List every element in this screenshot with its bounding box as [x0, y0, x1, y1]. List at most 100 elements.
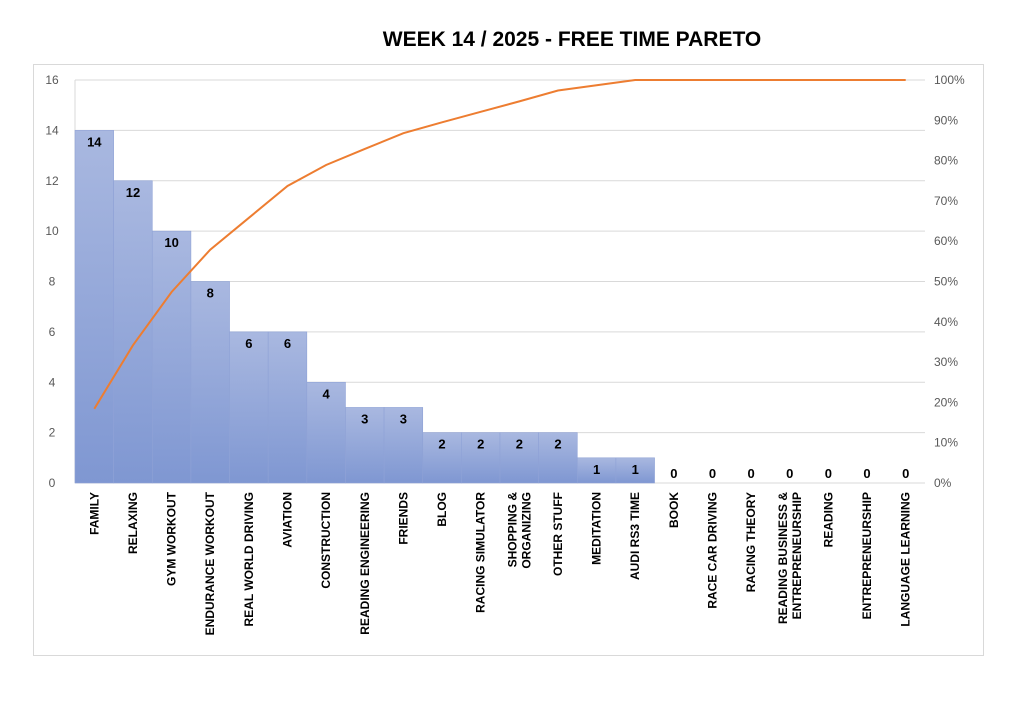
data-label: 2: [516, 437, 523, 452]
cumulative-percent-line: [93, 79, 906, 410]
category-label-line: RACING THEORY: [744, 492, 758, 592]
data-label: 3: [361, 411, 368, 426]
category-label-line: RELAXING: [126, 492, 140, 554]
data-label: 0: [748, 466, 755, 481]
y2-tick-label: 50%: [934, 275, 958, 289]
data-label: 0: [863, 466, 870, 481]
y-tick-label: 2: [49, 426, 56, 440]
data-label: 14: [87, 134, 102, 149]
y-tick-label: 8: [49, 275, 56, 289]
y2-tick-label: 100%: [934, 73, 965, 87]
data-label: 4: [323, 386, 331, 401]
bars: [74, 130, 655, 484]
bar: [74, 130, 114, 484]
category-label: LANGUAGE LEARNING: [899, 492, 913, 627]
category-label-line: OTHER STUFF: [551, 492, 565, 576]
bar: [383, 407, 424, 484]
category-label-line: BOOK: [667, 492, 681, 528]
y-tick-label: 16: [45, 73, 59, 87]
data-label: 0: [670, 466, 677, 481]
category-label-line: GYM WORKOUT: [165, 491, 179, 586]
y-tick-label: 10: [45, 224, 59, 238]
data-label: 6: [284, 336, 291, 351]
category-label: BLOG: [435, 492, 449, 527]
category-label-line: ENDURANCE WORKOUT: [203, 491, 217, 635]
y2-tick-label: 30%: [934, 355, 958, 369]
category-label: FRIENDS: [396, 492, 410, 545]
category-label-line: ENTREPRENEURSHIP: [860, 492, 874, 619]
category-label: READING BUSINESS & ENTREPRENEURSHIP: [776, 492, 804, 624]
y2-tick-label: 90%: [934, 113, 958, 127]
bar: [306, 381, 346, 484]
y-tick-label: 6: [49, 325, 56, 339]
category-label-line: FAMILY: [87, 492, 101, 535]
cumulative-line: [93, 79, 906, 410]
bar: [113, 180, 153, 484]
category-label: RACING SIMULATOR: [474, 492, 488, 613]
data-label: 2: [554, 437, 561, 452]
y2-tick-label: 10%: [934, 436, 958, 450]
category-label-line: MEDITATION: [590, 492, 604, 565]
category-label-line: ORGANIZING: [519, 492, 533, 569]
category-label: MEDITATION: [590, 492, 604, 565]
category-label-line: CONSTRUCTION: [319, 492, 333, 589]
category-label-line: FRIENDS: [396, 492, 410, 545]
category-label-line: READING: [821, 492, 835, 547]
category-label: FAMILY: [87, 492, 101, 535]
data-label: 6: [245, 336, 252, 351]
category-label-line: REAL WORLD DRIVING: [242, 492, 256, 626]
category-label: AUDI RS3 TIME: [628, 492, 642, 580]
category-label: READING ENGINEERING: [358, 492, 372, 635]
bar: [576, 457, 617, 484]
bar: [461, 432, 501, 484]
category-label-line: BLOG: [435, 492, 449, 527]
data-label: 0: [709, 466, 716, 481]
bar: [151, 230, 192, 484]
y2-tick-label: 80%: [934, 154, 958, 168]
category-label: RACE CAR DRIVING: [706, 492, 720, 609]
y-tick-label: 0: [49, 476, 56, 490]
bar: [615, 457, 655, 484]
category-label: READING: [821, 492, 835, 547]
data-label: 0: [902, 466, 909, 481]
data-label: 10: [164, 235, 178, 250]
category-label: ENDURANCE WORKOUT: [203, 491, 217, 635]
bar: [229, 331, 269, 484]
category-label-line: SHOPPING &: [505, 492, 519, 568]
data-label: 12: [126, 185, 140, 200]
data-label: 0: [786, 466, 793, 481]
category-label: AVIATION: [281, 492, 295, 548]
data-label: 2: [438, 437, 445, 452]
category-label: CONSTRUCTION: [319, 492, 333, 589]
y2-tick-label: 40%: [934, 315, 958, 329]
bar: [538, 432, 578, 484]
y-tick-label: 12: [45, 174, 59, 188]
category-label: REAL WORLD DRIVING: [242, 492, 256, 626]
category-label-line: LANGUAGE LEARNING: [899, 492, 913, 627]
category-label: OTHER STUFF: [551, 492, 565, 576]
y2-tick-label: 0%: [934, 476, 952, 490]
data-label: 3: [400, 411, 407, 426]
data-label: 2: [477, 437, 484, 452]
category-label: ENTREPRENEURSHIP: [860, 492, 874, 619]
category-label-line: READING ENGINEERING: [358, 492, 372, 635]
labels: 02468101214160%10%20%30%40%50%60%70%80%9…: [45, 73, 965, 635]
category-label: RELAXING: [126, 492, 140, 554]
y-tick-label: 14: [45, 123, 59, 137]
bar: [190, 281, 230, 484]
category-label-line: RACE CAR DRIVING: [706, 492, 720, 609]
category-label-line: RACING SIMULATOR: [474, 492, 488, 613]
category-label-line: READING BUSINESS &: [776, 492, 790, 624]
bar: [267, 331, 308, 484]
y2-tick-label: 20%: [934, 395, 958, 409]
chart-frame: [33, 64, 984, 656]
bar: [422, 432, 462, 484]
data-label: 0: [825, 466, 832, 481]
data-label: 1: [593, 462, 600, 477]
y2-tick-label: 60%: [934, 234, 958, 248]
data-label: 8: [207, 286, 214, 301]
category-label-line: AVIATION: [281, 492, 295, 548]
chart-title: WEEK 14 / 2025 - FREE TIME PARETO: [382, 28, 762, 51]
category-label: RACING THEORY: [744, 492, 758, 592]
category-label: GYM WORKOUT: [165, 491, 179, 586]
